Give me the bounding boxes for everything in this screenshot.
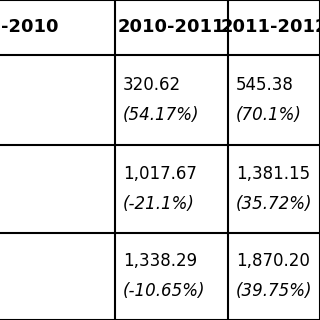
- Text: 2009-2010: 2009-2010: [0, 19, 59, 36]
- Text: (54.17%): (54.17%): [123, 106, 199, 124]
- Text: (35.72%): (35.72%): [236, 195, 313, 213]
- Text: 545.38: 545.38: [236, 76, 294, 94]
- Text: 320.62: 320.62: [123, 76, 181, 94]
- Text: 1,381.15: 1,381.15: [236, 165, 310, 183]
- Text: 1,338.29: 1,338.29: [123, 252, 197, 270]
- Text: 1,017.67: 1,017.67: [123, 165, 197, 183]
- Text: (-10.65%): (-10.65%): [123, 283, 205, 300]
- Text: (39.75%): (39.75%): [236, 283, 313, 300]
- Text: (70.1%): (70.1%): [236, 106, 302, 124]
- Text: 1,870.20: 1,870.20: [236, 252, 310, 270]
- Text: 2011-2012: 2011-2012: [220, 19, 320, 36]
- Text: 2010-2011: 2010-2011: [118, 19, 225, 36]
- Text: (-21.1%): (-21.1%): [123, 195, 195, 213]
